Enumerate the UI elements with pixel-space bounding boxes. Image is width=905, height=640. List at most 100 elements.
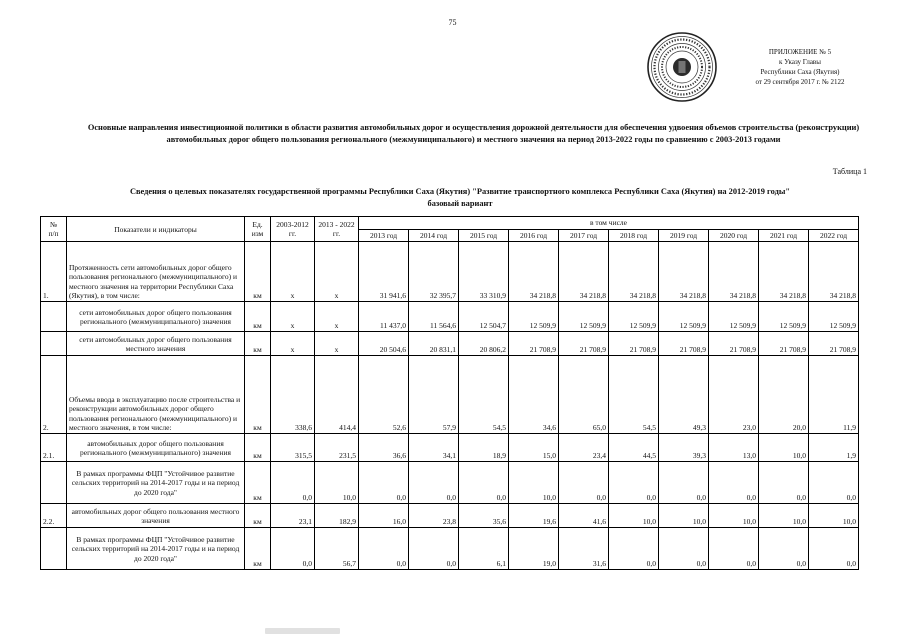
row-value: 11 564,6: [408, 301, 459, 333]
row-value: 12 509,9: [808, 301, 859, 333]
row-value: 20,0: [758, 355, 809, 435]
row-value: 0,0: [758, 527, 809, 571]
row-value: 0,0: [608, 527, 659, 571]
row-value: 0,0: [608, 461, 659, 505]
row-value: 57,9: [408, 355, 459, 435]
row-value: 52,6: [358, 355, 409, 435]
row-value: 0,0: [270, 461, 315, 505]
table-label: Таблица 1: [832, 167, 867, 176]
row-value: 0,0: [758, 461, 809, 505]
col-header-year: 2020 год: [708, 228, 759, 243]
row-value: 20 831,1: [408, 331, 459, 357]
row-value: 0,0: [408, 527, 459, 571]
row-unit: км: [244, 461, 271, 505]
row-value: 21 708,9: [658, 331, 709, 357]
row-value: 10,0: [658, 503, 709, 529]
row-value: 65,0: [558, 355, 609, 435]
col-header-including: в том числе: [358, 216, 859, 230]
row-value: 44,5: [608, 433, 659, 463]
row-value: 13,0: [708, 433, 759, 463]
table-row: сети автомобильных дорог общего пользова…: [40, 331, 859, 357]
row-value: 31 941,6: [358, 241, 409, 303]
table-row: В рамках программы ФЦП "Устойчивое разви…: [40, 461, 859, 505]
col-header-year: 2016 год: [508, 228, 559, 243]
col-header-year: 2018 год: [608, 228, 659, 243]
row-value: 11,9: [808, 355, 859, 435]
row-value: 23,0: [708, 355, 759, 435]
row-value: 20 806,2: [458, 331, 509, 357]
row-value: 41,6: [558, 503, 609, 529]
row-value: 10,0: [608, 503, 659, 529]
col-header-year: 2022 год: [808, 228, 859, 243]
row-value: 11 437,0: [358, 301, 409, 333]
row-value: 56,7: [314, 527, 359, 571]
row-unit: км: [244, 241, 271, 303]
table-row: 1. Протяженность сети автомобильных дорог…: [40, 241, 859, 303]
row-num: 2.: [40, 355, 67, 435]
row-value: 23,4: [558, 433, 609, 463]
row-indicator: сети автомобильных дорог общего пользова…: [66, 301, 245, 333]
row-value: 0,0: [658, 527, 709, 571]
row-value: 10,0: [758, 503, 809, 529]
col-header-num: № п/п: [40, 215, 67, 243]
row-value: 0,0: [270, 527, 315, 571]
row-value: 18,9: [458, 433, 509, 463]
table-subtitle-block: Сведения о целевых показателях государст…: [55, 186, 865, 210]
row-num: 2.2.: [40, 503, 67, 529]
appendix-line: Республики Саха (Якутия): [760, 68, 840, 76]
row-num: [40, 331, 67, 357]
col-header-year: 2017 год: [558, 228, 609, 243]
col-header-year: 2019 год: [658, 228, 709, 243]
row-indicator: В рамках программы ФЦП "Устойчивое разви…: [66, 527, 245, 571]
table-subtitle: Сведения о целевых показателях государст…: [129, 187, 791, 196]
row-value: 12 509,9: [508, 301, 559, 333]
table-row: сети автомобильных дорог общего пользова…: [40, 301, 859, 333]
row-value: 31,6: [558, 527, 609, 571]
row-value: 34 218,8: [608, 241, 659, 303]
row-value: 36,6: [358, 433, 409, 463]
row-value: x: [314, 301, 359, 333]
row-value: 0,0: [408, 461, 459, 505]
col-header-unit: Ед. изм: [244, 215, 271, 243]
row-value: 0,0: [358, 527, 409, 571]
row-value: 19,6: [508, 503, 559, 529]
row-value: 23,1: [270, 503, 315, 529]
row-value: 10,0: [508, 461, 559, 505]
row-value: 414,4: [314, 355, 359, 435]
row-num: [40, 461, 67, 505]
row-value: 0,0: [558, 461, 609, 505]
row-value: 15,0: [508, 433, 559, 463]
document-title: Основные направления инвестиционной поли…: [87, 123, 860, 144]
row-unit: км: [244, 331, 271, 357]
row-value: 33 310,9: [458, 241, 509, 303]
row-value: 1,9: [808, 433, 859, 463]
row-indicator: сети автомобильных дорог общего пользова…: [66, 331, 245, 357]
row-indicator: Объемы ввода в эксплуатацию после строит…: [66, 355, 245, 435]
row-value: 54,5: [608, 355, 659, 435]
col-header-year: 2015 год: [458, 228, 509, 243]
row-value: 21 708,9: [508, 331, 559, 357]
row-value: 12 509,9: [658, 301, 709, 333]
row-value: 0,0: [808, 461, 859, 505]
row-value: 49,3: [658, 355, 709, 435]
row-value: 34 218,8: [558, 241, 609, 303]
table-row: 2.1. автомобильных дорог общего пользован…: [40, 433, 859, 463]
col-header-year: 2014 год: [408, 228, 459, 243]
row-value: 10,0: [708, 503, 759, 529]
row-value: 16,0: [358, 503, 409, 529]
row-value: 0,0: [708, 461, 759, 505]
row-unit: км: [244, 503, 271, 529]
row-value: 0,0: [358, 461, 409, 505]
indicators-table: № п/п Показатели и индикаторы Ед. изм 20…: [40, 215, 859, 571]
table-wrap: № п/п Показатели и индикаторы Ед. изм 20…: [40, 215, 859, 571]
row-value: x: [270, 301, 315, 333]
row-num: 2.1.: [40, 433, 67, 463]
row-value: 34 218,8: [808, 241, 859, 303]
row-num: [40, 301, 67, 333]
row-value: 315,5: [270, 433, 315, 463]
row-value: 20 504,6: [358, 331, 409, 357]
col-header-indicator: Показатели и индикаторы: [66, 215, 245, 243]
col-header-period-2013-2022: 2013 - 2022 гг.: [314, 215, 359, 243]
row-value: 34 218,8: [708, 241, 759, 303]
row-value: 23,8: [408, 503, 459, 529]
